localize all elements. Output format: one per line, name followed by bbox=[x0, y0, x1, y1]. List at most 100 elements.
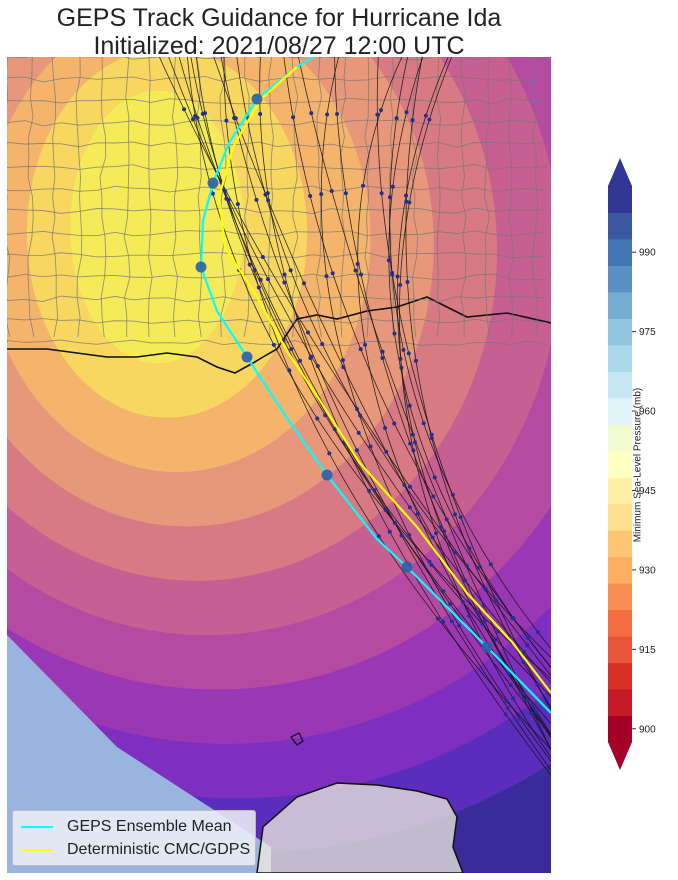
colorbar-tick-label: 960 bbox=[639, 407, 656, 418]
ensemble-mean-points bbox=[195, 57, 493, 653]
member-point bbox=[380, 349, 385, 354]
member-point bbox=[441, 589, 446, 594]
county-border bbox=[460, 57, 467, 338]
mean-track-point bbox=[401, 561, 413, 573]
member-point bbox=[325, 112, 330, 117]
member-point bbox=[518, 716, 523, 721]
member-point bbox=[449, 619, 454, 624]
member-point bbox=[432, 475, 437, 480]
county-border bbox=[7, 339, 548, 347]
member-point bbox=[392, 421, 397, 426]
county-border bbox=[7, 251, 548, 259]
member-point bbox=[475, 565, 480, 570]
county-border bbox=[7, 163, 548, 171]
colorbar-tick-label: 975 bbox=[639, 327, 656, 338]
member-point bbox=[356, 430, 361, 435]
county-border bbox=[27, 57, 35, 338]
colorbar-bin bbox=[608, 424, 632, 452]
county-border bbox=[484, 57, 490, 338]
member-point bbox=[355, 261, 360, 266]
member-point bbox=[406, 351, 411, 356]
member-point bbox=[320, 341, 325, 346]
member-point bbox=[383, 425, 388, 430]
member-point bbox=[376, 534, 381, 539]
member-point bbox=[407, 403, 412, 408]
member-track bbox=[178, 57, 551, 737]
member-point bbox=[404, 193, 409, 198]
member-point bbox=[430, 535, 435, 540]
member-point bbox=[453, 512, 458, 517]
mean-track-point bbox=[318, 57, 324, 58]
county-border bbox=[364, 57, 370, 338]
member-point bbox=[522, 691, 527, 696]
colorbar-bin bbox=[608, 556, 632, 584]
legend-item-deterministic: Deterministic CMC/GDPS bbox=[21, 839, 250, 861]
member-point bbox=[529, 711, 534, 716]
member-point bbox=[407, 505, 412, 510]
colorbar-bin bbox=[608, 397, 632, 425]
legend-item-ensemble-mean: GEPS Ensemble Mean bbox=[21, 816, 232, 838]
member-point bbox=[413, 358, 418, 363]
member-track bbox=[320, 57, 551, 762]
member-point bbox=[298, 358, 303, 363]
member-point bbox=[404, 199, 409, 204]
member-point bbox=[398, 283, 403, 288]
member-track bbox=[388, 57, 551, 669]
member-point bbox=[282, 280, 287, 285]
member-point bbox=[434, 531, 439, 536]
member-point bbox=[256, 285, 261, 290]
member-point bbox=[363, 342, 368, 347]
colorbar-bin bbox=[608, 318, 632, 346]
member-point bbox=[378, 108, 383, 113]
member-point bbox=[288, 268, 293, 273]
county-border bbox=[7, 75, 548, 83]
legend-swatch-ensemble-mean bbox=[21, 826, 53, 828]
colorbar-label: Minimum Sea-Level Pressure (mb) bbox=[632, 387, 644, 543]
member-point bbox=[429, 562, 434, 567]
member-point bbox=[457, 623, 462, 628]
member-point bbox=[410, 432, 415, 437]
member-point bbox=[506, 671, 511, 676]
county-border bbox=[7, 295, 548, 303]
member-point bbox=[525, 643, 530, 648]
member-track bbox=[357, 57, 551, 735]
member-point bbox=[404, 110, 409, 115]
member-point bbox=[467, 613, 472, 618]
gulf-coastline bbox=[7, 296, 551, 374]
county-border bbox=[147, 57, 153, 338]
county-border bbox=[435, 57, 442, 338]
member-point bbox=[448, 601, 453, 606]
member-point bbox=[341, 365, 346, 370]
member-point bbox=[387, 529, 392, 534]
county-border bbox=[7, 318, 548, 324]
member-point bbox=[429, 436, 434, 441]
member-point bbox=[535, 682, 540, 687]
member-point bbox=[258, 277, 263, 282]
member-point bbox=[330, 271, 335, 276]
member-track bbox=[389, 57, 551, 650]
member-point bbox=[407, 532, 412, 537]
member-point bbox=[441, 619, 446, 624]
member-point bbox=[395, 274, 400, 279]
member-point bbox=[252, 267, 257, 272]
member-point bbox=[335, 112, 340, 117]
colorbar-bin bbox=[608, 212, 632, 240]
member-point bbox=[467, 546, 472, 551]
mean-track-point bbox=[195, 261, 207, 273]
member-point bbox=[482, 619, 487, 624]
member-point bbox=[309, 111, 314, 116]
member-point bbox=[503, 712, 508, 717]
member-point bbox=[415, 511, 420, 516]
colorbar-tick-label: 930 bbox=[639, 565, 656, 576]
member-point bbox=[224, 196, 229, 201]
colorbar-bin bbox=[608, 636, 632, 664]
county-border bbox=[268, 57, 274, 338]
member-point bbox=[476, 611, 481, 616]
member-point bbox=[483, 586, 488, 591]
member-point bbox=[383, 507, 388, 512]
legend-label-ensemble-mean: GEPS Ensemble Mean bbox=[67, 818, 232, 835]
member-point bbox=[390, 184, 395, 189]
member-point bbox=[505, 706, 510, 711]
member-point bbox=[399, 533, 404, 538]
member-point bbox=[306, 330, 311, 335]
